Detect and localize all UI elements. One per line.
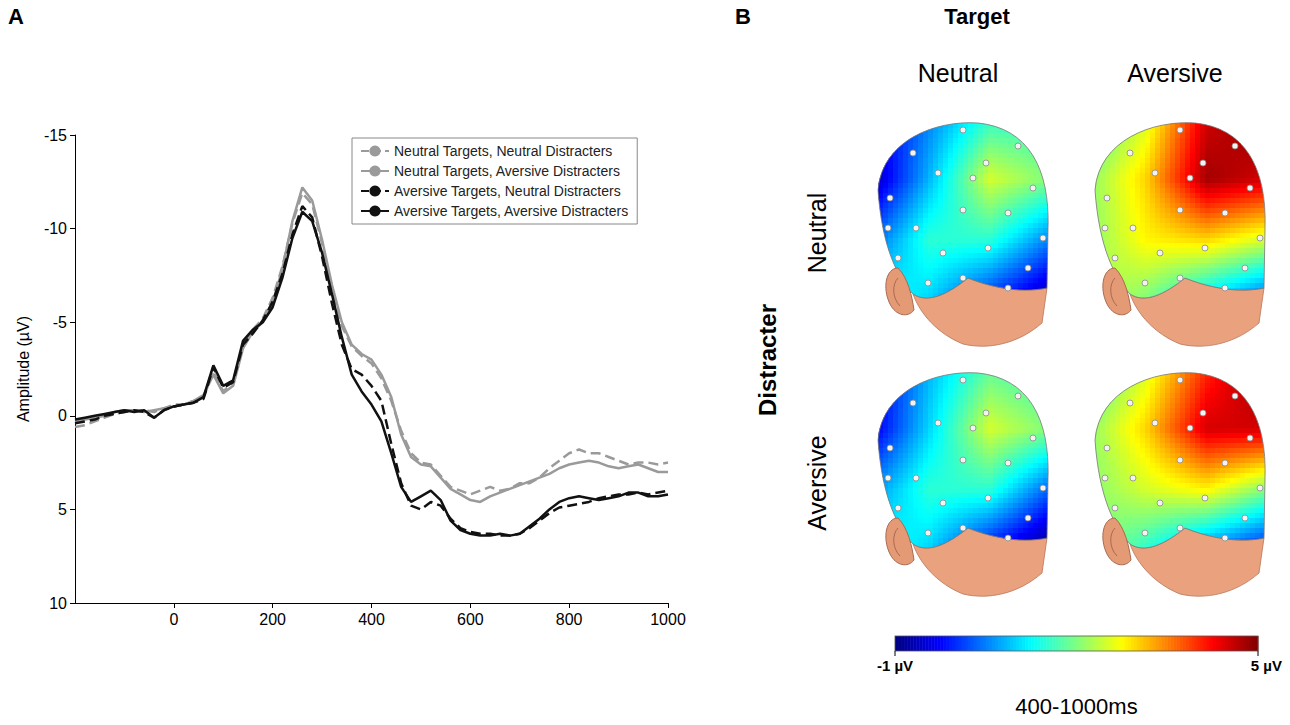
svg-text:0: 0 — [169, 611, 178, 628]
svg-text:Aversive Targets, Neutral Dist: Aversive Targets, Neutral Distracters — [394, 183, 621, 199]
svg-text:Neutral Targets, Neutral Distr: Neutral Targets, Neutral Distracters — [394, 143, 612, 159]
svg-text:B: B — [735, 4, 751, 29]
svg-text:Aversive: Aversive — [803, 435, 831, 530]
svg-text:1000: 1000 — [650, 611, 686, 628]
svg-text:-10: -10 — [44, 220, 67, 237]
svg-text:200: 200 — [259, 611, 286, 628]
svg-text:Amplitude (µV): Amplitude (µV) — [15, 316, 32, 422]
svg-text:-15: -15 — [44, 127, 67, 144]
svg-text:Target: Target — [944, 4, 1010, 29]
svg-text:Neutral: Neutral — [918, 59, 999, 87]
svg-text:-5: -5 — [53, 314, 67, 331]
svg-text:5 µV: 5 µV — [1251, 657, 1282, 674]
svg-text:Neutral: Neutral — [803, 193, 831, 274]
svg-text:-1 µV: -1 µV — [877, 657, 913, 674]
svg-text:800: 800 — [556, 611, 583, 628]
svg-text:Neutral Targets, Aversive Dist: Neutral Targets, Aversive Distracters — [394, 163, 620, 179]
svg-text:0: 0 — [58, 407, 67, 424]
svg-text:A: A — [8, 4, 24, 29]
svg-text:10: 10 — [49, 595, 67, 612]
svg-text:600: 600 — [457, 611, 484, 628]
svg-text:Distracter: Distracter — [754, 304, 781, 416]
svg-text:Aversive Targets, Aversive Dis: Aversive Targets, Aversive Distracters — [394, 203, 628, 219]
svg-text:400: 400 — [358, 611, 385, 628]
svg-text:Aversive: Aversive — [1127, 59, 1222, 87]
svg-text:400-1000ms: 400-1000ms — [1015, 694, 1137, 719]
svg-text:5: 5 — [58, 501, 67, 518]
